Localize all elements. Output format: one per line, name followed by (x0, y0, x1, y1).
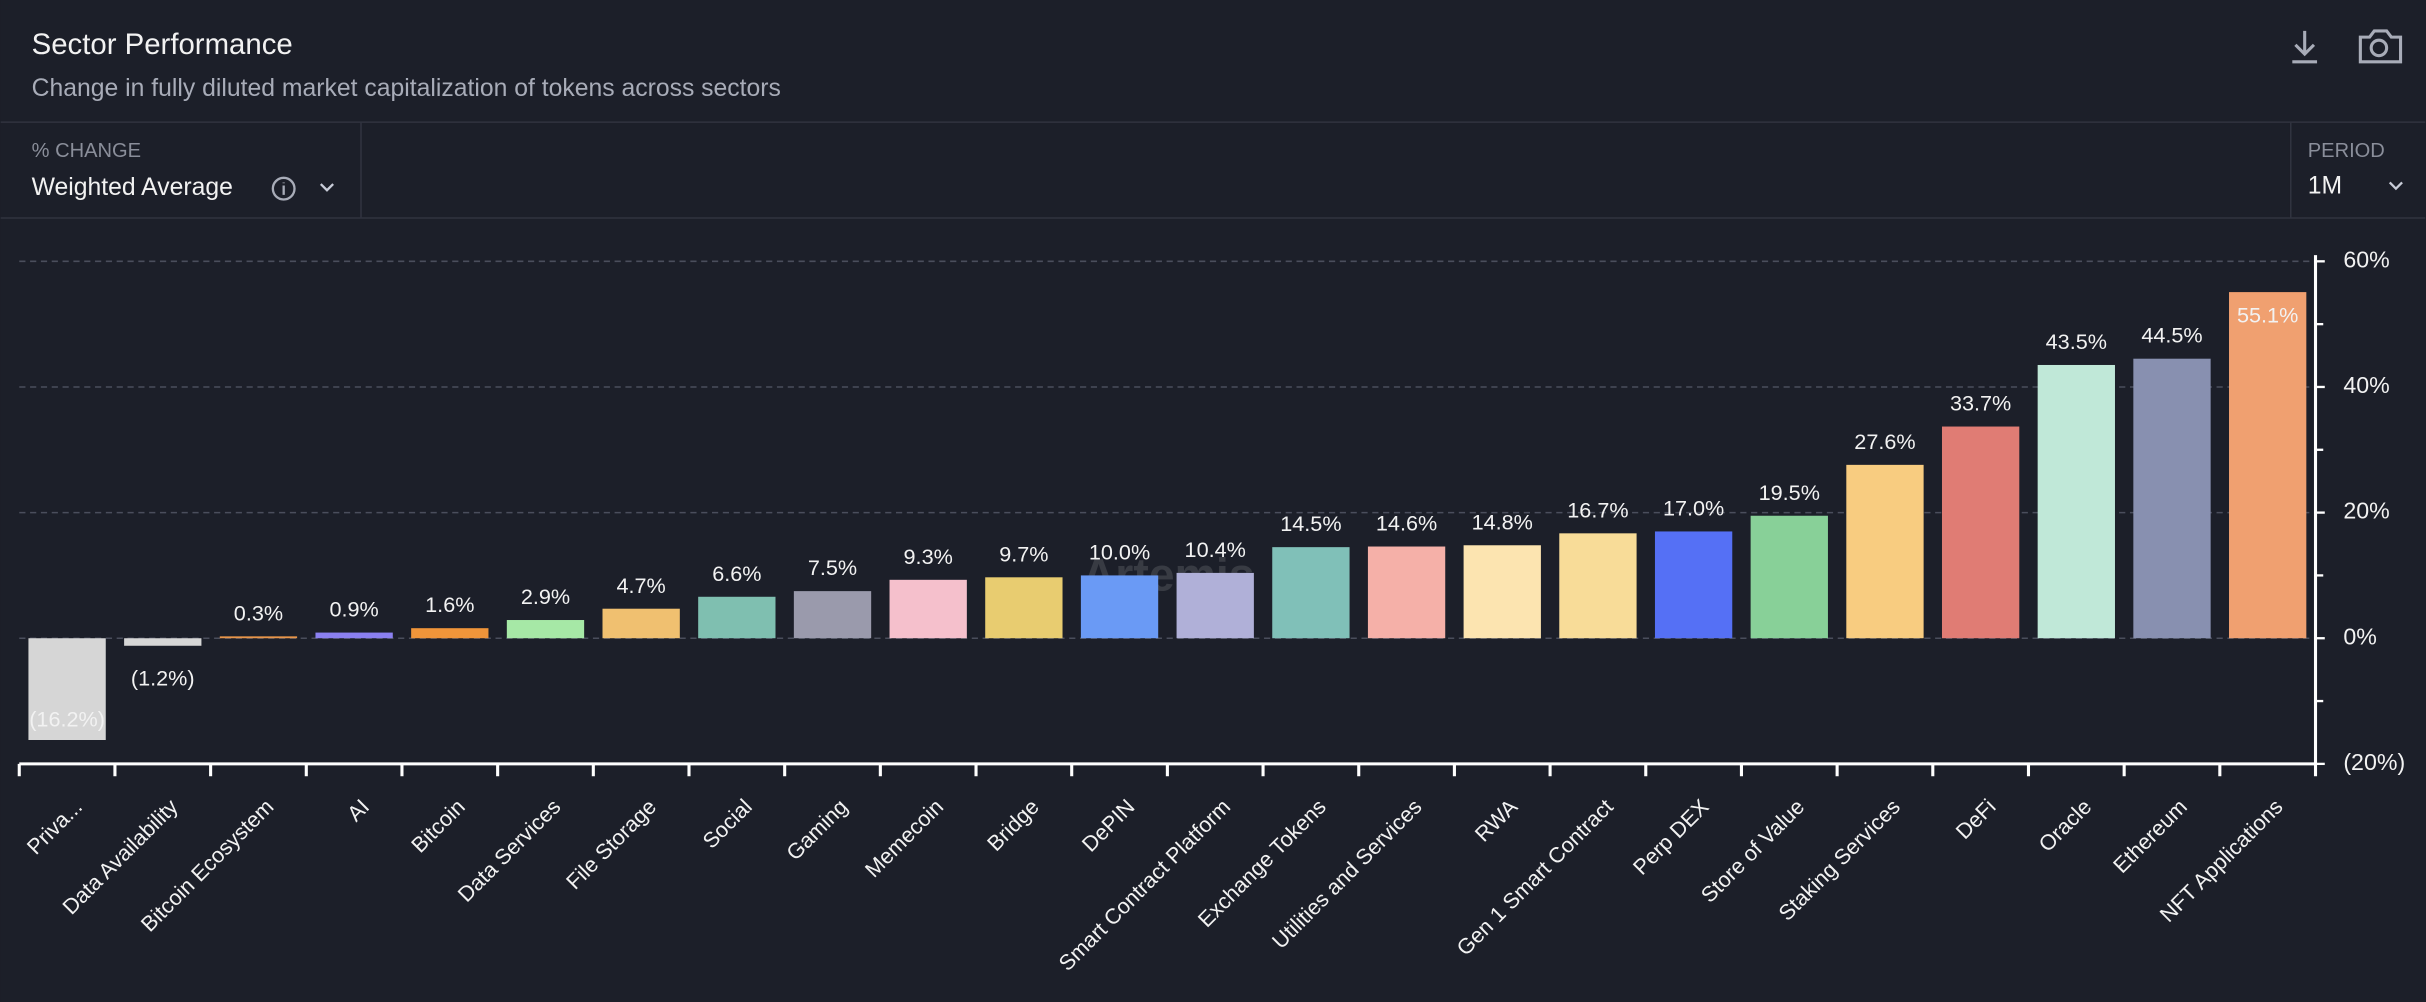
bar (411, 628, 489, 639)
y-tick-label: 60% (2343, 246, 2389, 272)
data-label: 9.3% (904, 544, 953, 569)
info-icon[interactable] (271, 176, 296, 201)
bar (1463, 545, 1541, 639)
bar (2229, 292, 2307, 639)
data-label: 14.8% (1472, 509, 1533, 534)
metric-label: % CHANGE (32, 140, 141, 162)
data-label: 4.7% (617, 573, 666, 598)
data-label: 0.9% (329, 597, 378, 622)
bar (793, 591, 872, 639)
bar (219, 636, 298, 639)
data-label: 14.6% (1376, 511, 1437, 536)
bar (1272, 547, 1350, 639)
bar (1080, 575, 1159, 639)
bar (1176, 572, 1254, 639)
data-label: 19.5% (1759, 480, 1820, 505)
bar (1559, 533, 1637, 639)
y-tick-label: (20%) (2343, 749, 2405, 775)
download-icon[interactable] (2292, 30, 2318, 64)
title: Sector Performance (32, 28, 293, 61)
bar (28, 638, 106, 740)
bar (506, 620, 585, 639)
bar (1367, 546, 1446, 639)
data-label: (1.2%) (131, 666, 195, 691)
data-label: 0.3% (234, 600, 283, 625)
data-label: 1.6% (425, 592, 474, 617)
subtitle: Change in fully diluted market capitaliz… (32, 75, 781, 102)
bar (1750, 515, 1828, 639)
data-label: 7.5% (808, 555, 857, 580)
bar (602, 608, 680, 639)
data-label: 2.9% (521, 584, 570, 609)
dropdown-chevron[interactable] (2388, 181, 2403, 191)
dropdown-chevron[interactable] (319, 183, 334, 192)
data-label: 10.0% (1089, 539, 1150, 564)
bar (1846, 464, 1924, 639)
data-label: (16.2%) (29, 706, 105, 731)
data-label: 10.4% (1185, 537, 1246, 562)
data-label: 44.5% (2141, 323, 2202, 348)
data-label: 33.7% (1950, 391, 2011, 416)
bar (2037, 364, 2115, 639)
bar (1654, 531, 1733, 639)
data-label: 27.6% (1854, 429, 1915, 454)
period-label: PERIOD (2308, 140, 2385, 162)
bar (985, 577, 1063, 639)
metric-select[interactable]: Weighted Average (32, 174, 233, 201)
camera-icon[interactable] (2358, 29, 2403, 64)
data-label: 14.5% (1280, 511, 1341, 536)
data-label: 17.0% (1663, 496, 1724, 521)
data-label: 6.6% (712, 561, 761, 586)
bar (124, 638, 202, 646)
bar (1941, 426, 2020, 639)
bar (698, 596, 776, 639)
y-tick-label: 40% (2343, 372, 2389, 398)
data-label: 43.5% (2046, 329, 2107, 354)
data-label: 16.7% (1567, 497, 1628, 522)
bar (889, 579, 967, 639)
y-tick-label: 20% (2343, 498, 2389, 524)
data-label: 55.1% (2237, 303, 2298, 328)
bar (315, 632, 393, 639)
bar (2133, 358, 2211, 639)
period-select[interactable]: 1M (2308, 173, 2342, 200)
y-tick-label: 0% (2343, 623, 2377, 649)
data-label: 9.7% (999, 541, 1048, 566)
